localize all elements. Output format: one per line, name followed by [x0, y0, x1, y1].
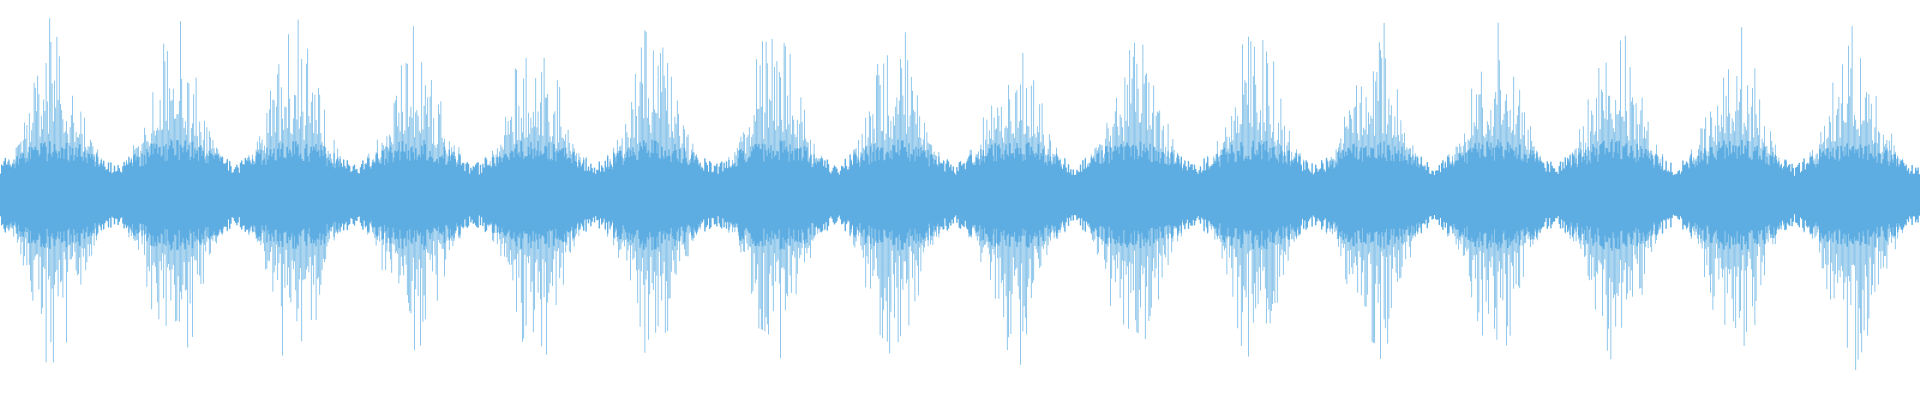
waveform-core [0, 139, 1920, 251]
